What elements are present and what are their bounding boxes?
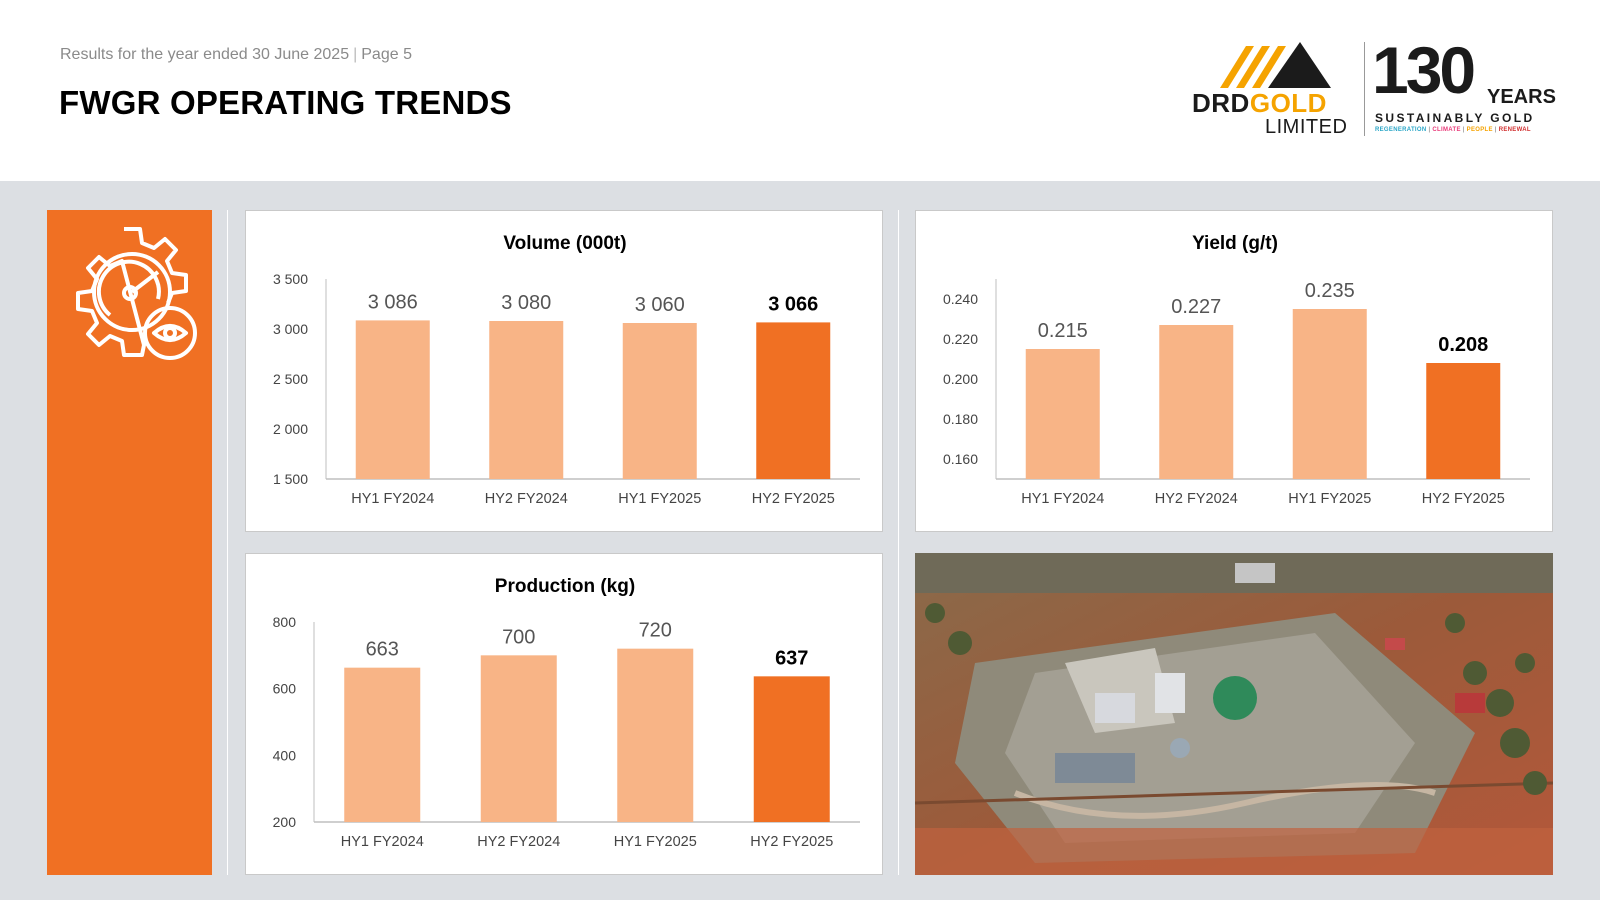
logo-limited: LIMITED: [1265, 116, 1348, 138]
bar-hy2-fy2024: [489, 321, 564, 479]
y-tick-label: 2 500: [273, 371, 308, 387]
bar-hy2-fy2025: [756, 322, 831, 479]
yield-chart: Yield (g/t) 0.160 0.180 0.200 0.220 0.240 0.21…: [943, 233, 1530, 507]
bar-hy1-fy2024: [1025, 349, 1100, 479]
anniversary-tagline: SUSTAINABLY GOLD: [1375, 111, 1535, 125]
y-tick-label: 0.180: [943, 411, 978, 427]
column-divider: [898, 210, 899, 875]
side-accent-panel: [47, 210, 212, 875]
chart-title: Production (kg): [495, 576, 635, 597]
x-tick-label: HY2 FY2025: [750, 834, 833, 850]
y-tick-label: 3 000: [273, 321, 308, 337]
data-label: 663: [366, 639, 399, 661]
chart-title: Yield (g/t): [1192, 233, 1278, 254]
y-tick-label: 400: [273, 747, 297, 763]
data-label: 0.235: [1305, 280, 1355, 302]
x-tick-label: HY1 FY2024: [341, 834, 424, 850]
data-label: 637: [775, 647, 808, 669]
data-label: 3 060: [635, 294, 685, 316]
x-tick-label: HY2 FY2025: [752, 491, 835, 507]
y-tick-label: 2 000: [273, 421, 308, 437]
page-title: FWGR OPERATING TRENDS: [59, 84, 512, 121]
volume-chart: Volume (000t) 1 500 2 000 2 500 3 000 3 500 3 …: [273, 233, 860, 507]
logo-wordmark: DRDGOLD: [1192, 88, 1327, 118]
volume-chart-card: Volume (000t) 1 500 2 000 2 500 3 000 3 500 3 …: [245, 210, 883, 532]
drdgold-logo-mark: [1220, 42, 1331, 88]
y-tick-label: 0.160: [943, 451, 978, 467]
chart-title: Volume (000t): [503, 233, 626, 254]
logo-divider: [1364, 42, 1365, 136]
bar-hy1-fy2024: [355, 320, 430, 479]
data-label: 3 086: [368, 291, 418, 313]
x-tick-label: HY1 FY2024: [351, 491, 434, 507]
report-subtitle: Results for the year ended 30 June 2025 |…: [60, 46, 412, 64]
x-tick-label: HY2 FY2025: [1422, 491, 1505, 507]
data-label: 700: [502, 626, 535, 648]
data-label: 0.215: [1038, 320, 1088, 342]
bar-hy2-fy2024: [1159, 325, 1234, 479]
y-tick-label: 0.220: [943, 331, 978, 347]
x-tick-label: HY1 FY2024: [1021, 491, 1104, 507]
bar-hy1-fy2025: [617, 648, 694, 822]
page-number: Page 5: [361, 46, 412, 63]
yield-chart-card: Yield (g/t) 0.160 0.180 0.200 0.220 0.240 0.21…: [915, 210, 1553, 532]
bar-hy2-fy2025: [1426, 363, 1501, 479]
aerial-plant-photo: [915, 553, 1553, 875]
subtitle-separator: |: [353, 46, 358, 63]
production-chart: Production (kg) 200 400 600 800 663 HY1 FY2024…: [273, 576, 860, 850]
y-tick-label: 0.240: [943, 291, 978, 307]
bar-hy1-fy2024: [344, 667, 421, 822]
production-chart-card: Production (kg) 200 400 600 800 663 HY1 FY2024…: [245, 553, 883, 875]
y-tick-label: 1 500: [273, 471, 308, 487]
header: Results for the year ended 30 June 2025 |…: [0, 0, 1600, 181]
data-label: 3 066: [768, 293, 818, 315]
data-label: 0.208: [1438, 334, 1488, 356]
bar-hy1-fy2025: [1292, 309, 1367, 479]
anniversary-number: 130: [1372, 33, 1476, 107]
y-tick-label: 800: [273, 614, 297, 630]
x-tick-label: HY2 FY2024: [477, 834, 560, 850]
x-tick-label: HY1 FY2025: [1288, 491, 1371, 507]
data-label: 3 080: [501, 292, 551, 314]
x-tick-label: HY1 FY2025: [614, 834, 697, 850]
y-tick-label: 3 500: [273, 271, 308, 287]
x-tick-label: HY2 FY2024: [485, 491, 568, 507]
y-tick-label: 200: [273, 814, 297, 830]
bar-hy2-fy2024: [480, 655, 557, 822]
data-label: 720: [639, 620, 672, 642]
bar-hy1-fy2025: [622, 323, 697, 479]
y-tick-label: 0.200: [943, 371, 978, 387]
x-tick-label: HY1 FY2025: [618, 491, 701, 507]
data-label: 0.227: [1171, 296, 1221, 318]
anniversary-subtagline: REGENERATION | CLIMATE | PEOPLE | RENEWA…: [1375, 127, 1531, 133]
x-tick-label: HY2 FY2024: [1155, 491, 1238, 507]
gear-gauge-eye-icon: [76, 227, 197, 360]
anniversary-years: YEARS: [1487, 86, 1556, 108]
report-period: Results for the year ended 30 June 2025: [60, 46, 350, 63]
y-tick-label: 600: [273, 681, 297, 697]
bar-hy2-fy2025: [753, 676, 830, 822]
column-divider: [227, 210, 228, 875]
